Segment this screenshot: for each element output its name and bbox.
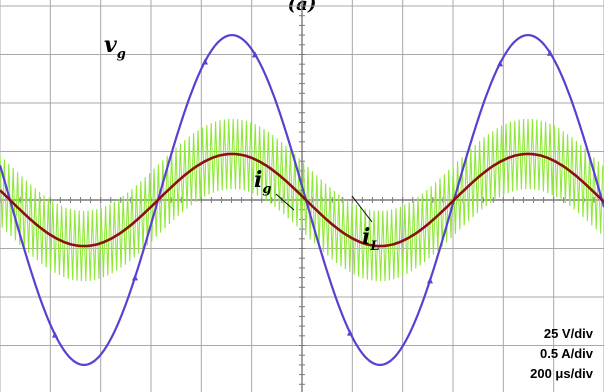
vg-marker xyxy=(202,58,208,65)
scale-current: 0.5 A/div xyxy=(540,346,594,361)
label-iL-pointer xyxy=(351,195,373,223)
label-ig: ig xyxy=(254,167,271,197)
vg-marker xyxy=(427,277,433,284)
scale-time: 200 μs/div xyxy=(530,366,594,381)
series-iL-trace xyxy=(0,118,604,282)
series-vg-trace xyxy=(0,33,604,367)
series-iL-ripple-band xyxy=(0,118,604,282)
vg-marker xyxy=(547,49,553,56)
vg-marker xyxy=(52,331,58,338)
label-vg: vg xyxy=(104,32,126,62)
vg-marker xyxy=(347,329,353,336)
vg-marker xyxy=(497,60,503,67)
scale-voltage: 25 V/div xyxy=(544,326,594,341)
label-ig-pointer xyxy=(275,193,295,211)
vg-marker xyxy=(132,274,138,281)
vg-marker xyxy=(252,51,258,58)
vg-markers xyxy=(52,49,553,338)
label-iL: iL xyxy=(362,224,380,254)
series-ig-trace xyxy=(0,152,604,248)
